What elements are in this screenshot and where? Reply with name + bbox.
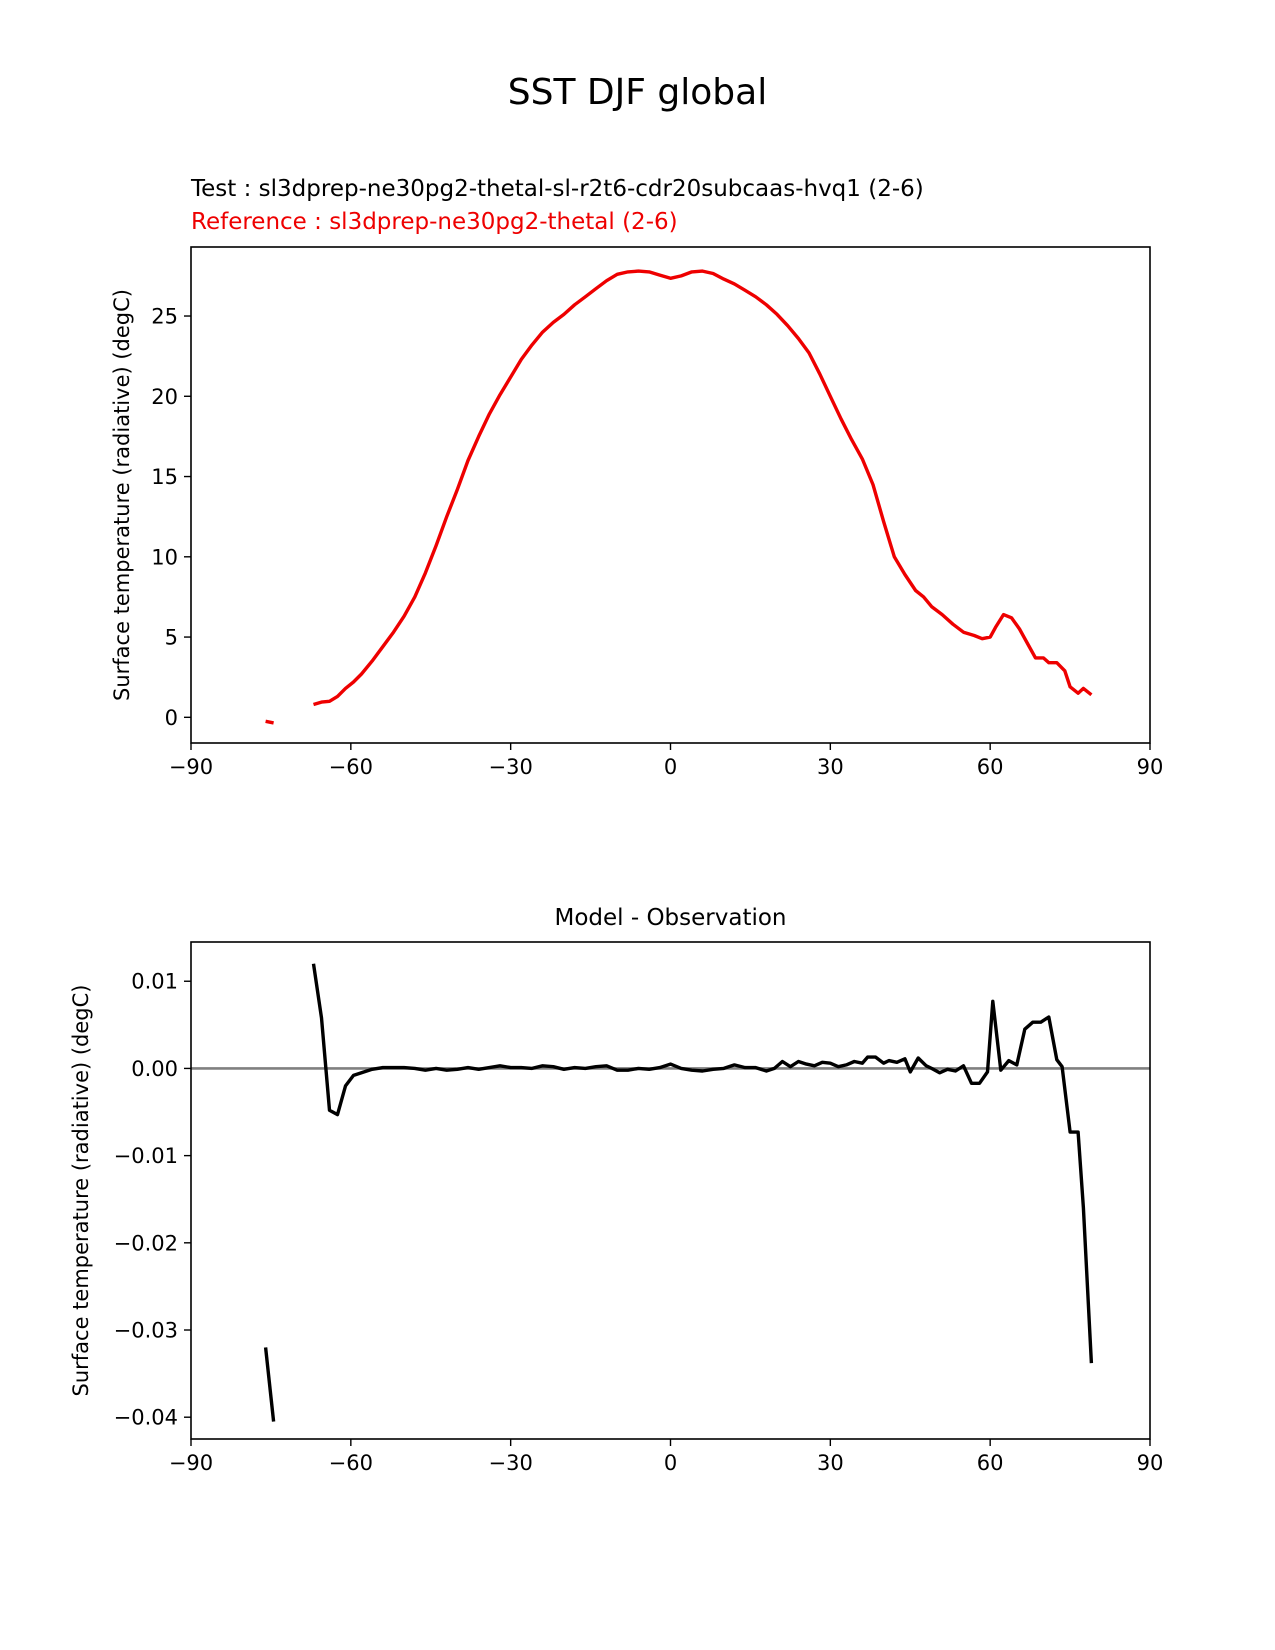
x-tick-label: −30	[489, 1451, 533, 1475]
y-tick-label: −0.01	[114, 1144, 178, 1168]
x-tick-label: 90	[1137, 755, 1164, 779]
x-tick-label: 60	[977, 755, 1004, 779]
x-tick-label: −90	[169, 755, 213, 779]
x-tick-label: −30	[489, 755, 533, 779]
x-tick-label: 30	[817, 1451, 844, 1475]
series-line-model-observation	[263, 1347, 276, 1422]
y-tick-label: −0.02	[114, 1231, 178, 1255]
x-tick-label: 90	[1137, 1451, 1164, 1475]
figure-title: SST DJF global	[507, 72, 768, 113]
x-tick-label: 30	[817, 755, 844, 779]
axes-frame	[190, 246, 1151, 744]
y-tick-label: 20	[151, 385, 178, 409]
series-line-reference	[313, 269, 1093, 707]
x-tick-label: 60	[977, 1451, 1004, 1475]
y-axis-label: Surface temperature (radiative) (degC)	[110, 289, 134, 701]
series-line-model-observation	[311, 963, 1094, 1364]
y-tick-label: 0.00	[131, 1057, 178, 1081]
y-tick-label: 5	[165, 626, 178, 650]
x-tick-label: 0	[664, 1451, 677, 1475]
y-tick-label: −0.03	[114, 1319, 178, 1343]
x-tick-label: −90	[169, 1451, 213, 1475]
y-tick-label: 25	[151, 305, 178, 329]
y-tick-label: 15	[151, 465, 178, 489]
test-label: Test : sl3dprep-ne30pg2-thetal-sl-r2t6-c…	[191, 176, 924, 202]
diff-panel-title: Model - Observation	[554, 905, 787, 931]
y-tick-label: 0.01	[131, 970, 178, 994]
x-tick-label: −60	[329, 755, 373, 779]
reference-label: Reference : sl3dprep-ne30pg2-thetal (2-6…	[191, 209, 678, 235]
diff-panel: −90 −60 −30 0 30 60 90 0.01 0.00 −0.01 −0.02 −0.03 −…	[69, 941, 1164, 1475]
axes-frame	[190, 941, 1151, 1440]
series-line-reference	[265, 719, 274, 725]
y-axis-label: Surface temperature (radiative) (degC)	[69, 985, 93, 1397]
x-tick-label: −60	[329, 1451, 373, 1475]
reference-panel: −90 −60 −30 0 30 60 90 0 5 10 15 20 25 Surface temper…	[110, 246, 1164, 779]
y-tick-label: 10	[151, 545, 178, 569]
y-tick-label: −0.04	[114, 1406, 178, 1430]
y-tick-label: 0	[165, 706, 178, 730]
x-tick-label: 0	[664, 755, 677, 779]
